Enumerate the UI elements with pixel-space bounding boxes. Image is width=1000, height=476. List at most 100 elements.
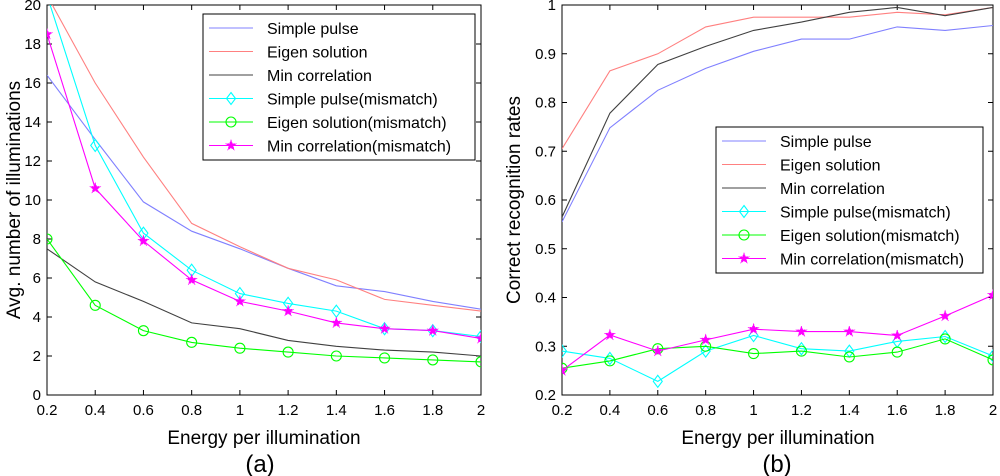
y-tick-label: 0.8	[535, 95, 556, 112]
legend-label: Min correlation(mismatch)	[267, 139, 451, 156]
data-point	[700, 344, 711, 359]
data-point	[47, 233, 53, 245]
data-point	[651, 344, 664, 357]
data-point	[379, 352, 391, 364]
x-tick-label: 1	[749, 402, 757, 419]
data-point	[652, 374, 663, 389]
data-point	[137, 325, 149, 337]
y-tick-label: 0.3	[535, 338, 556, 355]
data-point	[604, 355, 616, 367]
x-tick-label: 0.8	[181, 402, 202, 419]
data-point	[939, 309, 952, 322]
y-tick-label: 0.7	[535, 143, 556, 160]
data-point	[89, 181, 102, 194]
x-tick-label: 1.6	[887, 402, 908, 419]
legend-label: Eigen solution(mismatch)	[780, 228, 960, 245]
x-tick-label: 0.8	[695, 402, 716, 419]
legend-label: Min correlation	[780, 181, 885, 198]
series-line	[562, 334, 993, 383]
series-line	[47, 74, 481, 310]
data-point	[562, 362, 568, 374]
data-point	[89, 299, 101, 311]
legend-marker	[225, 91, 237, 106]
y-tick-label: 10	[24, 192, 41, 209]
data-point	[795, 325, 808, 337]
y-axis-label: Avg. number of illuminations	[4, 81, 25, 319]
data-point	[282, 304, 295, 317]
y-tick-label: 6	[33, 270, 41, 287]
x-tick-label: 1.8	[935, 402, 956, 419]
legend-label: Eigen solution	[267, 45, 368, 62]
legend-box	[715, 126, 984, 274]
data-point	[747, 322, 760, 335]
x-tick-label: 1.2	[278, 402, 299, 419]
data-point	[562, 364, 569, 376]
data-point	[475, 356, 481, 368]
y-tick-label: 0.6	[535, 192, 556, 209]
legend-marker	[738, 204, 750, 219]
data-point	[43, 0, 52, 1]
figure-caption: (b)	[762, 451, 791, 476]
chart-b: 0.2 0.4 0.6 0.8 1 1.2 1.4 1.6 1.8 2 0.2 0.3 0.4 0.5 0.…	[504, 0, 997, 476]
x-tick-label: 1	[236, 402, 244, 419]
x-tick-label: 1.6	[374, 402, 395, 419]
data-point	[891, 346, 903, 358]
x-axis-label: Energy per illumination	[681, 428, 874, 449]
data-point	[330, 316, 343, 328]
y-tick-label: 1	[548, 0, 556, 14]
data-point	[90, 138, 101, 153]
data-point	[843, 325, 856, 337]
y-tick-label: 12	[24, 153, 41, 170]
series-line	[51, 5, 481, 312]
legend-label: Simple pulse(mismatch)	[780, 205, 951, 222]
x-tick-label: 1.4	[326, 402, 347, 419]
data-point	[137, 234, 150, 247]
legend-box	[202, 13, 476, 161]
legend-label: Min correlation	[267, 68, 372, 85]
data-point	[426, 324, 439, 336]
series-group	[43, 0, 481, 368]
y-tick-label: 0.4	[535, 290, 556, 307]
data-point	[47, 27, 54, 40]
y-tick-label: 4	[33, 309, 41, 326]
x-tick-label: 1.4	[839, 402, 860, 419]
x-tick-label: 0.4	[85, 402, 106, 419]
legend-label: Simple pulse	[267, 21, 359, 38]
data-point	[185, 273, 198, 286]
data-point	[987, 349, 993, 363]
figure-caption: (a)	[245, 451, 274, 476]
data-point	[427, 354, 439, 366]
data-point	[603, 328, 616, 341]
data-point	[843, 351, 855, 363]
data-point	[748, 348, 760, 360]
series-line	[562, 6, 993, 218]
data-point	[186, 336, 198, 348]
x-tick-label: 2	[477, 402, 485, 419]
data-point	[795, 345, 807, 357]
chart-a: 0.2 0.4 0.6 0.8 1 1.2 1.4 1.6 1.8 202468101214161…	[4, 0, 485, 476]
y-tick-label: 2	[33, 348, 41, 365]
data-point	[474, 332, 481, 344]
data-point	[891, 329, 904, 341]
data-point	[378, 322, 391, 334]
x-tick-label: 1.2	[791, 402, 812, 419]
series-line	[562, 338, 993, 369]
data-point	[330, 350, 342, 362]
data-point	[939, 333, 951, 345]
series-line	[562, 294, 993, 372]
legend-marker	[224, 139, 238, 151]
y-tick-label: 0.5	[535, 241, 556, 258]
data-point	[699, 333, 712, 346]
x-tick-label: 0.2	[552, 402, 573, 419]
x-tick-label: 0.2	[37, 402, 58, 419]
data-point	[562, 344, 568, 359]
y-tick-label: 18	[24, 36, 41, 53]
legend-label: Simple pulse	[780, 134, 872, 151]
series-line	[47, 248, 481, 357]
x-tick-label: 0.4	[599, 402, 620, 419]
data-point	[986, 288, 993, 301]
x-tick-label: 0.6	[647, 402, 668, 419]
data-point	[987, 354, 993, 366]
y-tick-label: 8	[33, 231, 41, 248]
legend-marker	[738, 229, 750, 241]
